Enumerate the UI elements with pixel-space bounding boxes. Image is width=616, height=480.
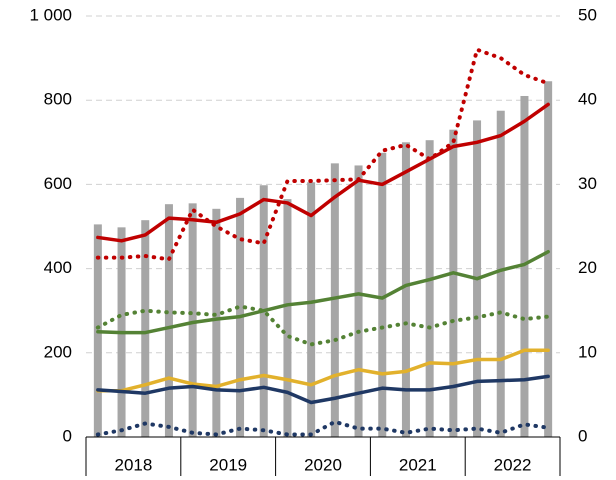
y-tick-label: 800 [44, 90, 72, 109]
y-tick-label: 0 [63, 426, 72, 445]
bar [141, 220, 150, 437]
bar [283, 199, 292, 437]
y2-tick-label: 0 [578, 426, 587, 445]
line-series [96, 102, 550, 243]
line-series [95, 47, 551, 262]
bar [544, 81, 553, 437]
bar [188, 203, 197, 437]
y2-tick-label: 10 [578, 342, 597, 361]
bar [164, 204, 173, 437]
y2-tick-label: 50 [578, 5, 597, 24]
bar [496, 110, 505, 437]
bar [378, 152, 387, 437]
y2-tick-label: 40 [578, 90, 597, 109]
y2-tick-label: 30 [578, 174, 597, 193]
x-group-label: 2022 [494, 455, 532, 474]
line-series [95, 304, 551, 347]
bar [212, 208, 221, 437]
line-series [96, 348, 550, 393]
x-group-label: 2018 [114, 455, 152, 474]
x-group-label: 2020 [304, 455, 342, 474]
bar [354, 165, 363, 437]
y-tick-label: 1 000 [29, 5, 72, 24]
bar [401, 142, 410, 438]
y-tick-label: 400 [44, 258, 72, 277]
line-series [96, 250, 550, 335]
bar [307, 182, 316, 437]
y2-tick-label: 20 [578, 258, 597, 277]
x-group-label: 2019 [209, 455, 247, 474]
bar [330, 163, 339, 437]
line-series [96, 374, 550, 405]
line-series [95, 419, 551, 437]
bar [425, 140, 434, 437]
y-tick-label: 600 [44, 174, 72, 193]
y-tick-label: 200 [44, 342, 72, 361]
bar [449, 129, 458, 438]
bar [520, 95, 529, 438]
x-group-label: 2021 [399, 455, 437, 474]
